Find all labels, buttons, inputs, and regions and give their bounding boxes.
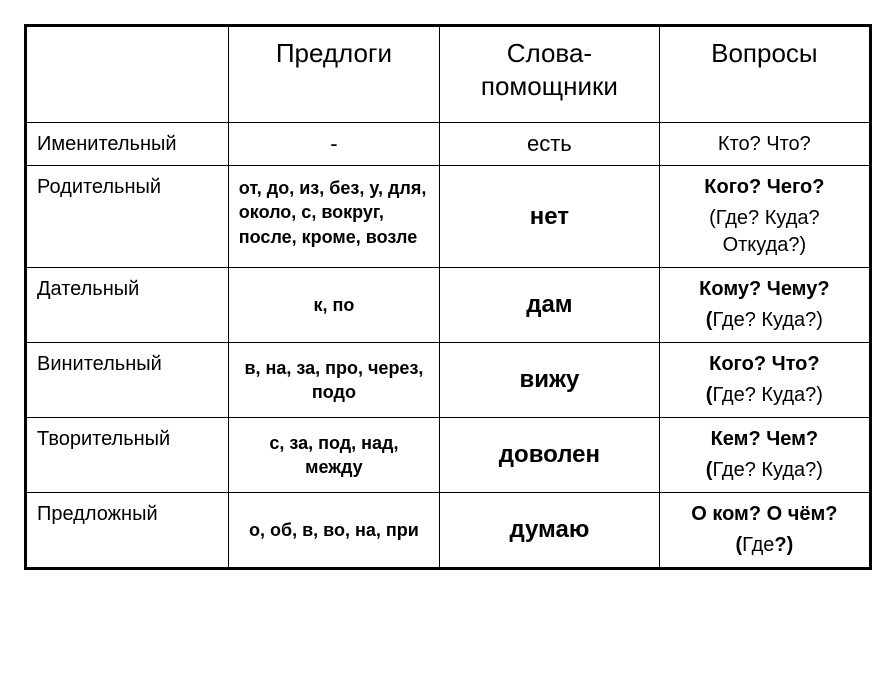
- table-row: Винительный в, на, за, про, через, подо …: [26, 343, 871, 418]
- helper-word-cell: нет: [440, 166, 660, 268]
- question-main: О ком? О чём?: [670, 501, 859, 528]
- question-sub: (Где? Куда?): [670, 457, 859, 484]
- question-sub: (Где?): [670, 532, 859, 559]
- questions-cell: Кого? Чего? (Где? Куда? Откуда?): [659, 166, 870, 268]
- prepositions-cell: с, за, под, над, между: [228, 418, 439, 493]
- table-row: Именительный - есть Кто? Что?: [26, 123, 871, 166]
- question-main: Кого? Чего?: [670, 174, 859, 201]
- prepositions-cell: -: [228, 123, 439, 166]
- question-sub: (Где? Куда?): [670, 382, 859, 409]
- question-sub: (Где? Куда?): [670, 307, 859, 334]
- questions-cell: Кем? Чем? (Где? Куда?): [659, 418, 870, 493]
- question-main: Кого? Что?: [670, 351, 859, 378]
- question-main: Кому? Чему?: [670, 276, 859, 303]
- header-helper-words: Слова-помощники: [440, 26, 660, 123]
- table-row: Родительный от, до, из, без, у, для, око…: [26, 166, 871, 268]
- header-row: Предлоги Слова-помощники Вопросы: [26, 26, 871, 123]
- case-name: Винительный: [26, 343, 229, 418]
- prepositions-cell: в, на, за, про, через, подо: [228, 343, 439, 418]
- header-empty: [26, 26, 229, 123]
- question-sub: (Где? Куда? Откуда?): [670, 205, 859, 259]
- questions-cell: Кого? Что? (Где? Куда?): [659, 343, 870, 418]
- table-row: Предложный о, об, в, во, на, при думаю О…: [26, 493, 871, 569]
- prepositions-cell: от, до, из, без, у, для, около, с, вокру…: [228, 166, 439, 268]
- helper-word-cell: вижу: [440, 343, 660, 418]
- case-name: Творительный: [26, 418, 229, 493]
- header-prepositions: Предлоги: [228, 26, 439, 123]
- case-name: Дательный: [26, 268, 229, 343]
- prepositions-cell: о, об, в, во, на, при: [228, 493, 439, 569]
- prepositions-cell: к, по: [228, 268, 439, 343]
- case-name: Именительный: [26, 123, 229, 166]
- helper-word-cell: думаю: [440, 493, 660, 569]
- helper-word-cell: есть: [440, 123, 660, 166]
- question-main: Кем? Чем?: [670, 426, 859, 453]
- case-name: Родительный: [26, 166, 229, 268]
- table-row: Дательный к, по дам Кому? Чему? (Где? Ку…: [26, 268, 871, 343]
- questions-cell: Кто? Что?: [659, 123, 870, 166]
- questions-cell: Кому? Чему? (Где? Куда?): [659, 268, 870, 343]
- helper-word-cell: дам: [440, 268, 660, 343]
- helper-word-cell: доволен: [440, 418, 660, 493]
- case-name: Предложный: [26, 493, 229, 569]
- questions-cell: О ком? О чём? (Где?): [659, 493, 870, 569]
- cases-table: Предлоги Слова-помощники Вопросы Имените…: [24, 24, 872, 570]
- header-questions: Вопросы: [659, 26, 870, 123]
- table-row: Творительный с, за, под, над, между дово…: [26, 418, 871, 493]
